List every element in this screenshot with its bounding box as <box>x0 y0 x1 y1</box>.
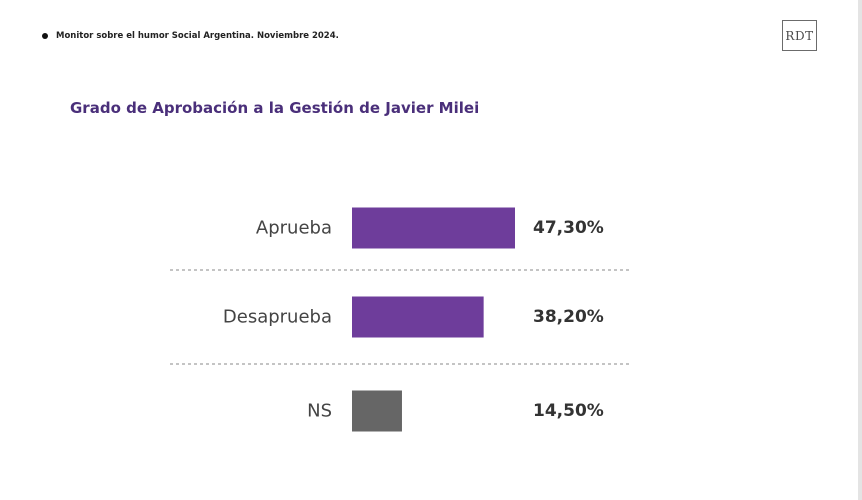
category-label-ns: NS <box>307 401 332 422</box>
bullet-icon <box>42 33 48 39</box>
bar-desaprueba <box>352 296 484 338</box>
category-label-desaprueba: Desaprueba <box>223 307 332 328</box>
bar-ns <box>352 390 402 432</box>
chart-title: Grado de Aprobación a la Gestión de Javi… <box>70 99 480 117</box>
rdt-logo: RDT <box>782 20 817 51</box>
value-label-desaprueba: 38,20% <box>533 307 604 327</box>
bar-aprueba <box>352 207 515 249</box>
value-label-aprueba: 47,30% <box>533 218 604 238</box>
report-subtitle: Monitor sobre el humor Social Argentina.… <box>56 31 339 41</box>
category-label-aprueba: Aprueba <box>256 218 332 239</box>
report-header: Monitor sobre el humor Social Argentina.… <box>42 29 339 43</box>
right-edge-divider <box>858 0 862 500</box>
value-label-ns: 14,50% <box>533 401 604 421</box>
